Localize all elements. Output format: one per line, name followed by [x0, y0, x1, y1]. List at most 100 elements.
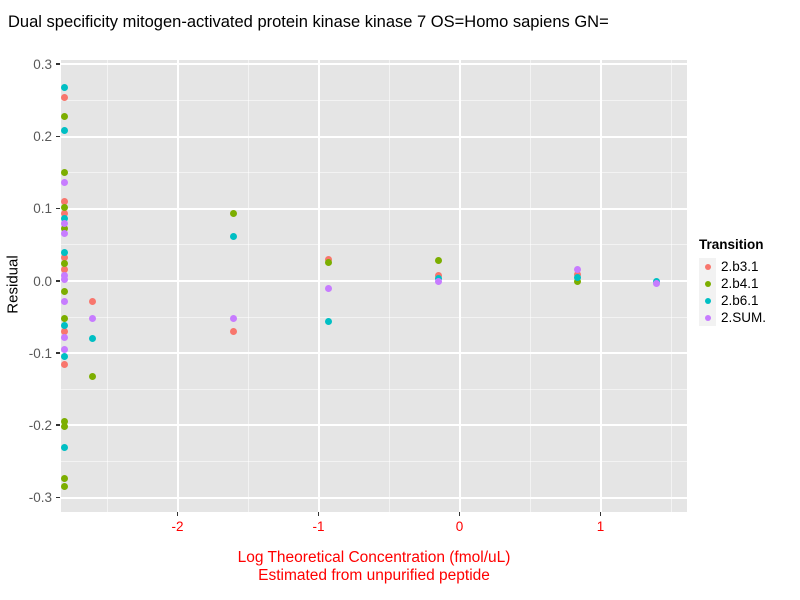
data-point: [61, 328, 69, 336]
legend-key-box: [699, 275, 716, 292]
data-point: [61, 271, 69, 279]
plot-panel: [61, 60, 687, 512]
legend-item: 2.b6.1: [699, 292, 766, 309]
data-point: [61, 214, 69, 222]
data-point: [434, 257, 442, 265]
data-point: [61, 94, 69, 102]
data-point: [89, 372, 97, 380]
gridline-y-minor: [61, 461, 687, 462]
gridline-y-major: [61, 496, 687, 499]
data-point: [61, 333, 69, 341]
y-tick-label: -0.2: [28, 417, 52, 433]
data-point: [61, 297, 69, 305]
gridline-y-major: [61, 135, 687, 138]
gridline-x-minor: [670, 60, 672, 512]
data-point: [61, 287, 69, 295]
legend-item-label: 2.b4.1: [721, 276, 759, 291]
gridline-x-minor: [388, 60, 390, 512]
gridline-y-major: [61, 424, 687, 427]
data-point: [61, 260, 69, 268]
data-point: [61, 352, 69, 360]
y-tick-mark: [56, 63, 60, 65]
gridline-x-major: [599, 60, 602, 512]
data-point: [61, 483, 69, 491]
data-point: [324, 285, 332, 293]
gridline-y-major: [61, 352, 687, 355]
y-tick-label: -0.1: [28, 345, 52, 361]
legend-item-label: 2.b6.1: [721, 293, 759, 308]
legend: Transition 2.b3.1 2.b4.1 2.b6.1 2.SUM.: [699, 237, 766, 326]
gridline-y-minor: [61, 316, 687, 318]
y-tick-label: 0.3: [33, 56, 52, 72]
data-point: [61, 361, 69, 369]
gridline-y-minor: [61, 100, 687, 101]
data-point: [61, 265, 69, 273]
gridline-x-major: [176, 60, 179, 512]
data-point: [61, 322, 69, 330]
data-point: [61, 179, 69, 187]
legend-item-label: 2.b3.1: [721, 259, 759, 274]
data-point: [61, 443, 69, 451]
x-tick-mark: [458, 512, 461, 516]
data-point: [61, 254, 69, 262]
data-point: [61, 169, 69, 177]
gridline-y-minor: [61, 172, 687, 174]
data-point: [61, 112, 69, 120]
y-tick-label: 0.2: [33, 129, 52, 145]
data-point: [61, 346, 69, 354]
data-point: [61, 276, 69, 284]
x-axis-title-line1: Log Theoretical Concentration (fmol/uL): [237, 549, 511, 566]
y-tick-label: -0.3: [28, 490, 52, 506]
x-axis-title-line2: Estimated from unpurified peptide: [258, 567, 490, 584]
x-axis-title: Log Theoretical Concentration (fmol/uL) …: [61, 549, 687, 585]
gridline-y-minor: [61, 244, 687, 246]
x-tick-label: 0: [455, 519, 464, 534]
y-tick-mark: [56, 135, 60, 138]
legend-title: Transition: [699, 237, 764, 252]
y-tick-label: 0.0: [33, 273, 52, 289]
data-point: [324, 317, 332, 325]
point-icon: [704, 280, 711, 287]
data-point: [230, 232, 238, 240]
data-point: [61, 224, 69, 232]
y-tick-mark: [56, 352, 60, 354]
point-icon: [704, 297, 711, 304]
data-point: [653, 279, 661, 287]
data-point: [61, 209, 69, 217]
legend-key-box: [699, 309, 716, 326]
y-tick-mark: [56, 496, 60, 499]
x-tick-mark: [317, 512, 320, 516]
gridline-y-major: [61, 207, 687, 210]
gridline-y-major: [61, 63, 687, 66]
data-point: [574, 265, 582, 273]
gridline-x-minor: [529, 60, 531, 512]
data-point: [61, 229, 69, 237]
chart-title: Dual specificity mitogen-activated prote…: [8, 13, 609, 31]
data-point: [61, 84, 69, 91]
x-tick-mark: [176, 512, 179, 516]
legend-item-label: 2.SUM.: [721, 310, 767, 325]
data-point: [89, 335, 97, 343]
data-point: [61, 315, 69, 323]
data-point: [61, 198, 69, 206]
data-point: [324, 258, 332, 266]
data-point: [61, 423, 69, 431]
data-point: [574, 277, 582, 285]
legend-item: 2.b3.1: [699, 258, 766, 275]
y-tick-mark: [56, 280, 60, 282]
gridline-x-major: [458, 60, 461, 512]
y-tick-mark: [56, 207, 60, 210]
point-icon: [704, 263, 711, 270]
legend-key-box: [699, 292, 716, 309]
legend-item: 2.SUM.: [699, 309, 766, 326]
x-tick-label: -2: [171, 519, 184, 534]
data-point: [61, 203, 69, 211]
legend-item: 2.b4.1: [699, 275, 766, 292]
gridline-x-minor: [247, 60, 249, 512]
data-point: [230, 328, 238, 336]
x-tick-mark: [599, 512, 602, 516]
legend-key-box: [699, 258, 716, 275]
gridline-y-minor: [61, 388, 687, 390]
data-point: [574, 273, 582, 281]
